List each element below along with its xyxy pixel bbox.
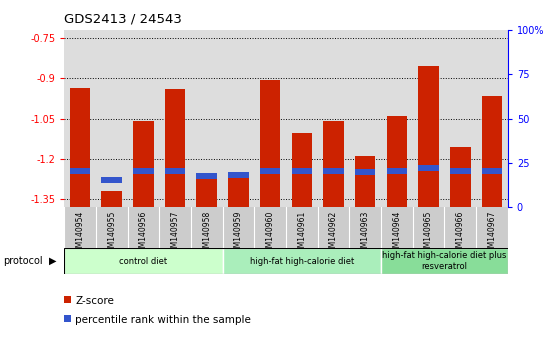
- Bar: [450, 168, 470, 173]
- Text: GSM140966: GSM140966: [456, 210, 465, 257]
- Bar: [323, 121, 344, 207]
- Bar: [387, 116, 407, 207]
- Text: GDS2413 / 24543: GDS2413 / 24543: [64, 12, 182, 25]
- Text: ▶: ▶: [49, 256, 56, 266]
- Bar: [418, 66, 439, 207]
- Text: GSM140965: GSM140965: [424, 210, 433, 257]
- Text: GSM140962: GSM140962: [329, 210, 338, 257]
- Text: GSM140955: GSM140955: [107, 210, 116, 257]
- Text: percentile rank within the sample: percentile rank within the sample: [75, 315, 251, 325]
- Bar: [381, 248, 508, 274]
- Text: GSM140958: GSM140958: [202, 210, 211, 257]
- Text: GSM140956: GSM140956: [139, 210, 148, 257]
- Text: GSM140964: GSM140964: [392, 210, 401, 257]
- Bar: [260, 80, 281, 207]
- Bar: [196, 173, 217, 179]
- Bar: [291, 133, 312, 207]
- Text: GSM140967: GSM140967: [488, 210, 497, 257]
- Bar: [102, 191, 122, 207]
- Text: GSM140957: GSM140957: [171, 210, 180, 257]
- Bar: [228, 172, 249, 178]
- Bar: [291, 168, 312, 173]
- Bar: [228, 176, 249, 207]
- Text: high-fat high-calorie diet: high-fat high-calorie diet: [249, 257, 354, 266]
- Text: GSM140961: GSM140961: [297, 210, 306, 257]
- Bar: [323, 168, 344, 173]
- Text: GSM140959: GSM140959: [234, 210, 243, 257]
- Bar: [102, 177, 122, 183]
- Bar: [70, 168, 90, 173]
- Text: Z-score: Z-score: [75, 296, 114, 306]
- Text: protocol: protocol: [3, 256, 42, 266]
- Bar: [260, 168, 281, 173]
- Bar: [165, 168, 185, 173]
- Text: high-fat high-calorie diet plus
resveratrol: high-fat high-calorie diet plus resverat…: [382, 251, 507, 271]
- Bar: [355, 156, 376, 207]
- Bar: [133, 121, 153, 207]
- Text: GSM140960: GSM140960: [266, 210, 275, 257]
- Bar: [387, 168, 407, 173]
- Text: GSM140954: GSM140954: [75, 210, 84, 257]
- Bar: [482, 96, 502, 207]
- Bar: [70, 88, 90, 207]
- Text: GSM140963: GSM140963: [360, 210, 370, 257]
- Bar: [196, 178, 217, 207]
- Bar: [223, 248, 381, 274]
- Text: control diet: control diet: [119, 257, 167, 266]
- Bar: [64, 248, 223, 274]
- Bar: [482, 168, 502, 174]
- Bar: [133, 168, 153, 173]
- Bar: [355, 169, 376, 175]
- Bar: [418, 165, 439, 171]
- Bar: [165, 89, 185, 207]
- Bar: [450, 147, 470, 207]
